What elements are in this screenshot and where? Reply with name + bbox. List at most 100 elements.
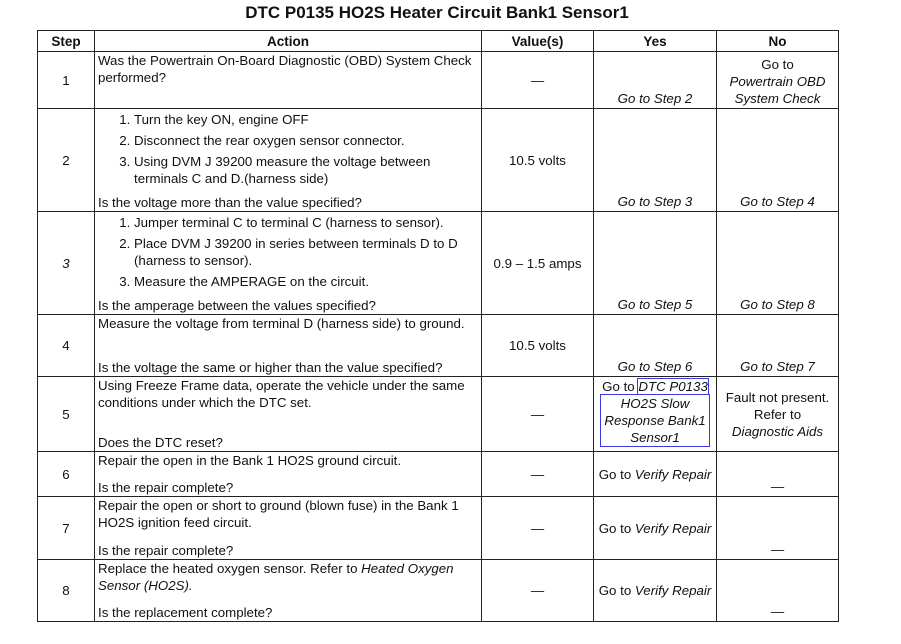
action-intro: Repair the open in the Bank 1 HO2S groun… [98, 453, 402, 468]
action-cell: Turn the key ON, engine OFF Disconnect th… [94, 108, 482, 212]
step-number: 6 [62, 466, 70, 482]
action-text: Measure the voltage from terminal D (har… [98, 315, 478, 332]
no-link[interactable]: Diagnostic Aids [731, 423, 824, 439]
value-text: 0.9 – 1.5 amps [493, 255, 582, 271]
yes-prefix: Go to [602, 379, 635, 394]
action-cell: Replace the heated oxygen sensor. Refer … [94, 559, 482, 622]
action-steps: Jumper terminal C to terminal C (harness… [98, 214, 478, 290]
dtc-link-description[interactable]: HO2S Slow Response Bank1 Sensor1 [600, 394, 710, 447]
action-question: Is the replacement complete? [98, 605, 273, 620]
header-row: Step Action Value(s) Yes No [37, 30, 839, 52]
value-text: — [530, 520, 545, 536]
value-cell: — [481, 376, 594, 452]
yes-link[interactable]: Verify Repair [634, 466, 712, 482]
step-cell: 3 [37, 211, 95, 315]
action-text: Using Freeze Frame data, operate the veh… [98, 377, 478, 411]
action-cell: Repair the open in the Bank 1 HO2S groun… [94, 451, 482, 497]
table-row: 4 Measure the voltage from terminal D (ha… [37, 314, 839, 377]
no-text: — [770, 479, 785, 494]
action-cell: Using Freeze Frame data, operate the veh… [94, 376, 482, 452]
no-cell: — [716, 451, 839, 497]
action-step: Disconnect the rear oxygen sensor connec… [134, 132, 478, 149]
value-cell: — [481, 51, 594, 109]
table-row: 3 Jumper terminal C to terminal C (harnes… [37, 211, 839, 315]
step-cell: 4 [37, 314, 95, 377]
step-cell: 5 [37, 376, 95, 452]
value-cell: — [481, 496, 594, 560]
yes-prefix: Go to [598, 466, 632, 482]
yes-link[interactable]: Go to Step 2 [617, 91, 693, 106]
value-text: — [530, 583, 545, 598]
yes-link[interactable]: Go to Step 3 [617, 194, 693, 209]
action-cell: Repair the open or short to ground (blow… [94, 496, 482, 560]
value-cell: — [481, 559, 594, 622]
no-text: — [770, 604, 785, 619]
step-number: 5 [62, 406, 70, 422]
action-text: Replace the heated oxygen sensor. Refer … [98, 560, 478, 594]
action-intro: Was the Powertrain On-Board Diagnostic (… [98, 53, 472, 85]
step-cell: 8 [37, 559, 95, 622]
step-number: 4 [62, 338, 70, 353]
reference-link[interactable]: Heated Oxygen Sensor (HO2S). [98, 561, 454, 593]
yes-link[interactable]: Verify Repair [634, 583, 712, 598]
step-cell: 6 [37, 451, 95, 497]
no-link[interactable]: Powertrain OBD System Check [729, 74, 826, 106]
no-cell: Go to Step 7 [716, 314, 839, 377]
value-text: 10.5 volts [509, 338, 566, 353]
diagnostic-table: Step Action Value(s) Yes No 1 Was the Pow… [37, 30, 839, 622]
value-text: 10.5 volts [509, 152, 566, 168]
page-title: DTC P0135 HO2S Heater Circuit Bank1 Sens… [245, 3, 629, 22]
table-row: 2 Turn the key ON, engine OFF Disconnect t… [37, 108, 839, 212]
header-action: Action [94, 30, 482, 52]
action-question: Is the repair complete? [98, 543, 234, 558]
no-link[interactable]: Go to Step 4 [740, 194, 815, 209]
value-text: — [530, 72, 545, 88]
header-step: Step [37, 30, 95, 52]
value-cell: 10.5 volts [481, 314, 594, 377]
no-link[interactable]: Go to Step 8 [740, 297, 815, 312]
table-row: 7 Repair the open or short to ground (blo… [37, 496, 839, 560]
action-cell: Measure the voltage from terminal D (har… [94, 314, 482, 377]
yes-cell: Go to Step 6 [593, 314, 717, 377]
yes-cell: Go to Verify Repair [593, 451, 717, 497]
action-step: Place DVM J 39200 in series between term… [134, 235, 478, 269]
value-text: — [530, 466, 545, 482]
dtc-link[interactable]: DTC P0133 [637, 378, 709, 395]
yes-cell: Go to Verify Repair [593, 496, 717, 560]
yes-cell: Go to Verify Repair [593, 559, 717, 622]
step-number: 8 [62, 583, 70, 598]
step-cell: 1 [37, 51, 95, 109]
header-values: Value(s) [481, 30, 594, 52]
table-row: 6 Repair the open in the Bank 1 HO2S grou… [37, 451, 839, 497]
yes-link[interactable]: Go to Step 6 [617, 359, 693, 374]
action-intro: Using Freeze Frame data, operate the veh… [98, 378, 465, 410]
action-question: Is the voltage more than the value speci… [98, 195, 362, 210]
action-question: Is the repair complete? [98, 480, 234, 495]
value-cell: 0.9 – 1.5 amps [481, 211, 594, 315]
yes-prefix: Go to [598, 583, 632, 598]
action-intro: Measure the voltage from terminal D (har… [98, 316, 465, 331]
header-yes: Yes [593, 30, 717, 52]
step-number: 1 [62, 72, 70, 88]
value-cell: 10.5 volts [481, 108, 594, 212]
yes-cell: Go to Step 2 [593, 51, 717, 109]
no-cell: Fault not present. Refer to Diagnostic Ai… [716, 376, 839, 452]
action-question: Is the voltage the same or higher than t… [98, 360, 443, 375]
action-steps: Turn the key ON, engine OFF Disconnect th… [98, 111, 478, 187]
yes-cell: Go to Step 5 [593, 211, 717, 315]
step-number: 2 [62, 152, 70, 168]
header-no: No [716, 30, 839, 52]
value-text: — [530, 406, 545, 422]
action-step: Turn the key ON, engine OFF [134, 111, 478, 128]
no-cell: Go to Powertrain OBD System Check [716, 51, 839, 109]
yes-link[interactable]: Verify Repair [634, 520, 712, 536]
action-text: Was the Powertrain On-Board Diagnostic (… [98, 52, 478, 86]
yes-cell: Go to Step 3 [593, 108, 717, 212]
table-row: 8 Replace the heated oxygen sensor. Refer… [37, 559, 839, 622]
yes-link[interactable]: Go to Step 5 [617, 297, 693, 312]
no-cell: — [716, 496, 839, 560]
value-cell: — [481, 451, 594, 497]
no-link[interactable]: Go to Step 7 [740, 359, 815, 374]
step-number: 7 [62, 520, 70, 536]
no-cell: Go to Step 4 [716, 108, 839, 212]
